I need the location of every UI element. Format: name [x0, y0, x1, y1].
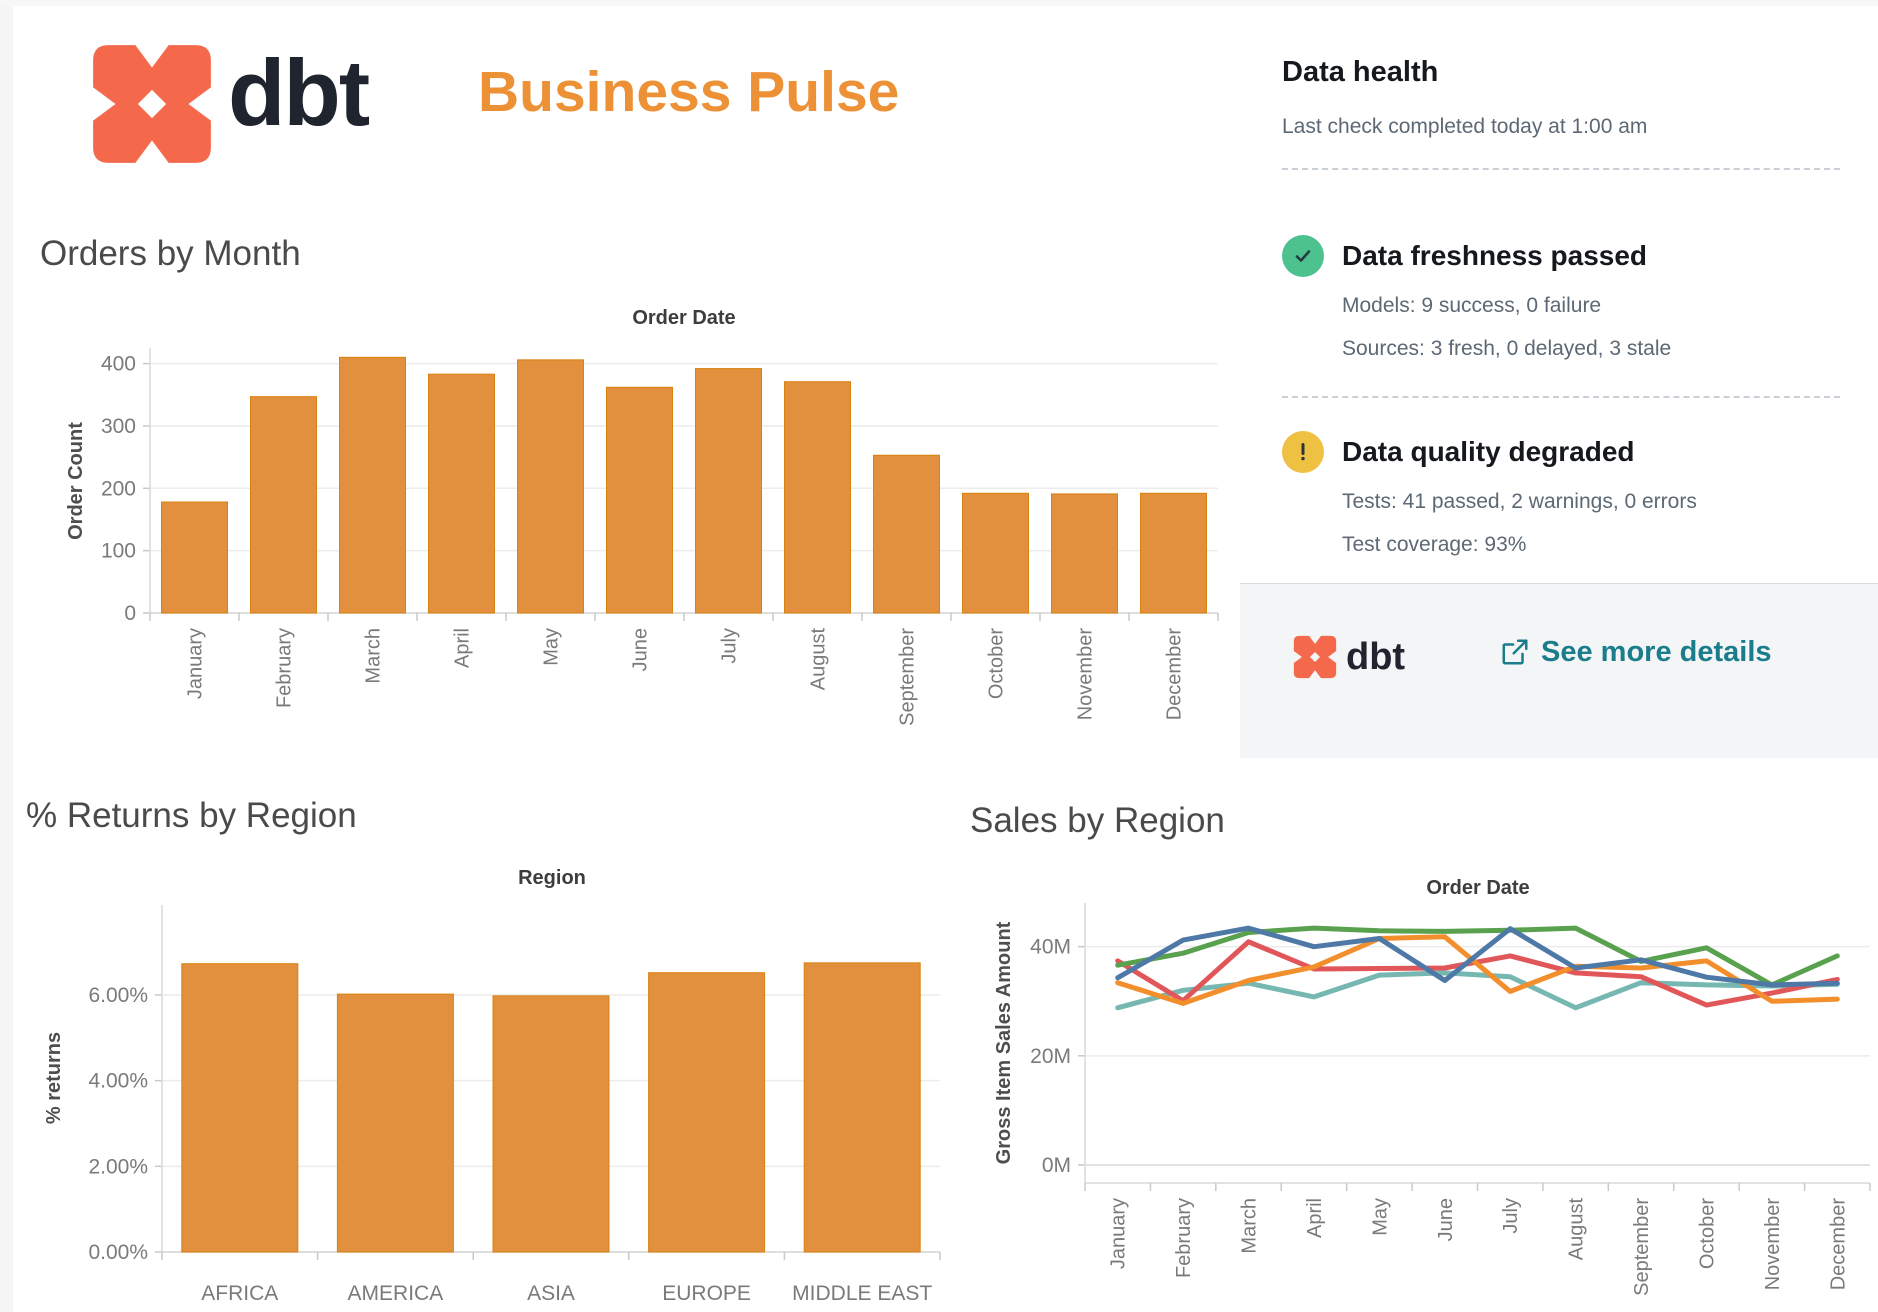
data-health-last-check: Last check completed today at 1:00 am — [1282, 115, 1648, 138]
category-label: November — [1762, 1198, 1784, 1291]
bar-march[interactable] — [339, 356, 406, 614]
category-label: December — [1164, 628, 1186, 721]
bar-middle-east[interactable] — [803, 962, 921, 1253]
bar-may[interactable] — [517, 359, 584, 614]
data-health-footer: dbt See more details — [1240, 583, 1878, 758]
orders-field-label: Order Date — [632, 307, 736, 329]
y-tick-label: 6.00% — [88, 984, 148, 1007]
bar-africa[interactable] — [181, 963, 299, 1253]
y-tick-label: 100 — [101, 540, 136, 563]
page-margin-top — [0, 0, 1878, 6]
bar-january[interactable] — [161, 501, 228, 614]
data-health-panel: Data health Last check completed today a… — [1240, 0, 1878, 1312]
category-label: MIDDLE EAST — [792, 1282, 932, 1305]
category-label: December — [1827, 1198, 1849, 1291]
bar-february[interactable] — [250, 396, 317, 614]
category-label: June — [1435, 1198, 1457, 1241]
y-tick-label: 200 — [101, 477, 136, 500]
category-label: November — [1075, 628, 1097, 721]
page-title: Business Pulse — [478, 60, 900, 124]
bar-december[interactable] — [1140, 492, 1207, 614]
returns-field-label: Region — [518, 867, 586, 889]
bar-september[interactable] — [873, 454, 940, 614]
see-more-details-link[interactable]: See more details — [1500, 637, 1772, 667]
category-label: October — [1696, 1198, 1718, 1269]
y-tick-label: 400 — [101, 353, 136, 376]
category-label: ASIA — [527, 1282, 575, 1305]
category-label: August — [1566, 1198, 1588, 1261]
bar-august[interactable] — [784, 381, 851, 614]
sales-chart-title: Sales by Region — [970, 801, 1225, 840]
bar-november[interactable] — [1051, 493, 1118, 614]
bar-june[interactable] — [606, 386, 673, 614]
category-label: April — [1304, 1198, 1326, 1238]
bar-october[interactable] — [962, 492, 1029, 614]
divider — [1282, 168, 1840, 170]
y-tick-label: 300 — [101, 415, 136, 438]
dbt-logo-small-icon — [1292, 634, 1338, 680]
y-tick-label: 20M — [1030, 1045, 1071, 1068]
bar-july[interactable] — [695, 368, 762, 614]
category-label: October — [986, 628, 1008, 699]
category-label: AFRICA — [201, 1282, 278, 1305]
category-label: April — [452, 628, 474, 668]
quality-tests: Tests: 41 passed, 2 warnings, 0 errors — [1342, 490, 1697, 513]
bar-april[interactable] — [428, 373, 495, 614]
check-circle-icon — [1282, 235, 1324, 277]
category-label: AMERICA — [348, 1282, 444, 1305]
bar-asia[interactable] — [492, 995, 610, 1253]
y-tick-label: 0M — [1042, 1154, 1071, 1177]
category-label: February — [274, 628, 296, 708]
warning-circle-icon — [1282, 431, 1324, 473]
category-label: August — [808, 628, 830, 691]
category-label: July — [719, 628, 741, 664]
freshness-models: Models: 9 success, 0 failure — [1342, 294, 1602, 317]
quality-coverage: Test coverage: 93% — [1342, 533, 1527, 556]
divider — [1282, 396, 1840, 398]
y-tick-label: 0 — [124, 602, 136, 625]
returns-chart-title: % Returns by Region — [26, 796, 357, 835]
category-label: September — [1631, 1198, 1653, 1296]
page-margin-left — [0, 0, 13, 1312]
line-series-green[interactable] — [1115, 925, 1840, 988]
bar-america[interactable] — [336, 993, 454, 1253]
y-tick-label: 0.00% — [88, 1241, 148, 1264]
data-health-title: Data health — [1282, 56, 1439, 88]
y-tick-label: 40M — [1030, 936, 1071, 959]
category-label: January — [1108, 1198, 1130, 1269]
brand-wordmark: dbt — [228, 40, 370, 145]
see-more-details-label: See more details — [1541, 635, 1772, 668]
sales-field-label: Order Date — [1426, 877, 1530, 899]
freshness-status-heading: Data freshness passed — [1342, 240, 1648, 271]
bar-europe[interactable] — [648, 972, 766, 1253]
category-label: March — [1239, 1198, 1261, 1254]
category-label: September — [897, 628, 919, 726]
category-label: June — [630, 628, 652, 671]
footer-brand: dbt — [1292, 634, 1405, 680]
freshness-sources: Sources: 3 fresh, 0 delayed, 3 stale — [1342, 337, 1672, 360]
line-series-blue[interactable] — [1115, 925, 1840, 988]
y-tick-label: 2.00% — [88, 1155, 148, 1178]
category-label: January — [185, 628, 207, 699]
external-link-icon — [1500, 637, 1530, 667]
y-tick-label: 4.00% — [88, 1070, 148, 1093]
category-label: EUROPE — [662, 1282, 751, 1305]
orders-chart-title: Orders by Month — [40, 234, 301, 273]
category-label: February — [1173, 1198, 1195, 1278]
category-label: July — [1500, 1198, 1522, 1234]
category-label: May — [1369, 1198, 1391, 1236]
freshness-status-row: Data freshness passed Models: 9 success,… — [1282, 235, 1862, 359]
category-label: March — [363, 628, 385, 684]
line-series-orange[interactable] — [1115, 934, 1840, 1006]
footer-brand-label: dbt — [1346, 636, 1406, 678]
dbt-logo-icon — [86, 40, 218, 168]
quality-status-row: Data quality degraded Tests: 41 passed, … — [1282, 431, 1862, 555]
category-label: May — [541, 628, 563, 666]
quality-status-heading: Data quality degraded — [1342, 436, 1635, 467]
